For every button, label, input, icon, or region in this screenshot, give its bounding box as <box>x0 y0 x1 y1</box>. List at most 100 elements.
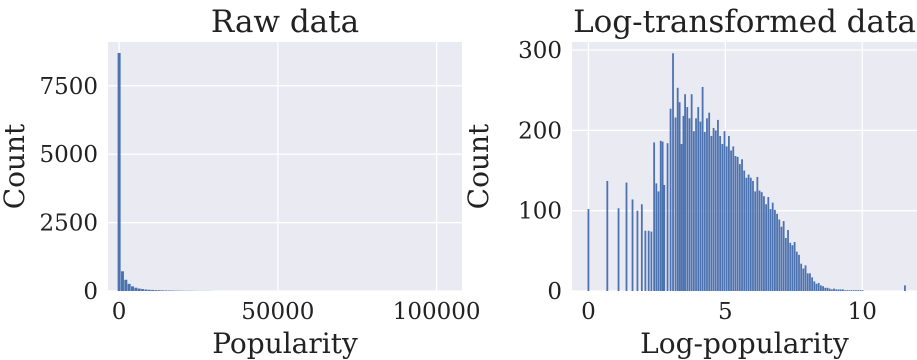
log-histogram-bar <box>640 204 643 291</box>
log-y-axis-label: Count <box>462 123 495 209</box>
log-histogram-bar <box>815 283 818 291</box>
log-histogram-bar <box>844 290 846 291</box>
log-histogram-bar <box>717 119 719 291</box>
raw-histogram-bar <box>117 52 121 291</box>
log-histogram-bar <box>904 285 906 291</box>
log-chart-title: Log-transformed data <box>573 4 916 40</box>
log-histogram-bar <box>655 183 658 291</box>
log-x-ticks: 0 5 10 <box>581 299 877 325</box>
raw-plot-background <box>108 42 462 291</box>
log-histogram-bar <box>661 141 664 291</box>
log-histogram-bar <box>688 118 691 291</box>
raw-histogram-bar <box>137 288 141 291</box>
log-histogram-bar <box>721 144 724 291</box>
log-histogram-bar <box>780 226 783 291</box>
log-bars <box>587 53 906 292</box>
log-histogram-bar <box>745 177 748 291</box>
log-histogram-bar <box>830 289 833 291</box>
log-histogram-bar <box>752 180 754 291</box>
log-y-tick-label: 300 <box>518 38 562 64</box>
log-histogram-bar <box>692 131 695 291</box>
log-histogram-bar <box>833 288 835 291</box>
raw-histogram-bar <box>124 279 128 291</box>
log-histogram-bar <box>663 184 666 291</box>
log-histogram-bar <box>734 156 737 291</box>
log-histogram-bar <box>763 196 765 291</box>
log-histogram-bar <box>769 209 772 291</box>
log-y-tick-label: 0 <box>547 279 562 305</box>
log-histogram-bar <box>684 94 686 291</box>
raw-y-tick-label: 5000 <box>39 142 98 168</box>
log-histogram-bar <box>817 282 820 291</box>
raw-data-histogram: 0 50000 100000 0 2500 5000 7500 Raw data Popu… <box>0 4 481 360</box>
log-histogram-bar <box>680 144 683 291</box>
log-histogram-bar <box>835 289 838 291</box>
raw-histogram-bar <box>127 283 131 291</box>
log-histogram-bar <box>758 190 761 291</box>
log-histogram-bar <box>760 192 763 291</box>
log-histogram-bar <box>719 135 722 291</box>
log-histogram-bar <box>826 287 829 291</box>
log-histogram-bar <box>767 197 770 291</box>
log-histogram-bar <box>741 159 743 291</box>
log-histogram-bar <box>682 115 685 291</box>
raw-y-tick-label: 7500 <box>39 74 98 100</box>
log-histogram-bar <box>657 191 660 291</box>
log-histogram-bar <box>606 180 609 291</box>
log-histogram-bar <box>669 108 672 291</box>
log-histogram-bar <box>666 143 669 291</box>
raw-histogram-bar <box>157 290 161 291</box>
log-histogram-bar <box>712 127 715 291</box>
log-histogram-bar <box>839 289 842 291</box>
raw-y-tick-label: 2500 <box>39 211 98 237</box>
log-histogram-bar <box>795 251 798 291</box>
log-histogram-bar <box>686 107 689 292</box>
log-histogram-bar <box>798 254 800 291</box>
raw-histogram-bar <box>120 271 124 291</box>
log-histogram-bar <box>749 177 752 291</box>
log-histogram-bar <box>644 230 647 291</box>
raw-histogram-bar <box>144 289 148 291</box>
log-histogram-bar <box>690 94 693 291</box>
log-histogram-bar <box>701 86 704 291</box>
log-histogram-bar <box>819 285 822 291</box>
log-histogram-bar <box>703 131 706 291</box>
log-histogram-bar <box>659 140 662 291</box>
log-x-axis-label: Log-popularity <box>640 327 849 360</box>
log-histogram-bar <box>793 242 796 291</box>
log-histogram-bar <box>678 102 681 291</box>
log-histogram-bar <box>822 286 824 291</box>
log-histogram-bar <box>782 221 785 291</box>
raw-y-ticks: 0 2500 5000 7500 <box>39 74 98 305</box>
raw-chart-title: Raw data <box>211 4 359 40</box>
log-y-tick-label: 200 <box>518 118 562 144</box>
log-histogram-bar <box>787 229 789 291</box>
log-histogram-bar <box>723 131 726 291</box>
log-histogram-bar <box>672 53 674 291</box>
log-y-tick-label: 100 <box>518 199 562 225</box>
log-histogram-bar <box>852 290 855 291</box>
log-histogram-bar <box>730 150 732 291</box>
log-histogram-bar <box>743 170 746 291</box>
raw-bars <box>117 52 215 291</box>
log-histogram-bar <box>738 164 741 291</box>
log-histogram-bar <box>587 209 590 291</box>
log-histogram-bar <box>695 118 697 291</box>
log-histogram-bar <box>725 146 728 291</box>
raw-histogram-bar <box>161 290 165 291</box>
log-x-tick-label: 5 <box>718 299 733 325</box>
log-histogram-bar <box>714 130 717 291</box>
log-histogram-bar <box>811 277 814 291</box>
log-histogram-bar <box>747 174 750 291</box>
log-histogram-bar <box>708 112 711 291</box>
log-histogram-bar <box>631 199 634 291</box>
log-x-tick-label: 0 <box>581 299 596 325</box>
log-histogram-bar <box>636 210 639 291</box>
log-data-histogram: 0 5 10 0 100 200 300 Log-transformed data Log… <box>462 4 917 360</box>
raw-x-ticks: 0 50000 100000 <box>112 299 481 325</box>
log-histogram-bar <box>857 290 860 291</box>
log-histogram-bar <box>754 191 757 291</box>
raw-y-axis-label: Count <box>0 123 31 209</box>
log-histogram-bar <box>837 289 840 291</box>
